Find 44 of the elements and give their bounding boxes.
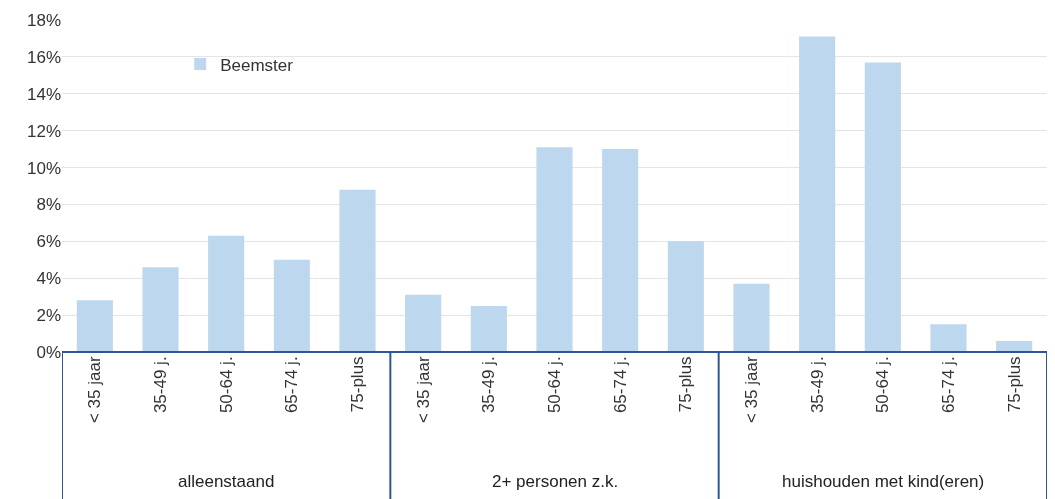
- y-tick-label: 4%: [36, 269, 61, 289]
- y-tick-label: 6%: [36, 232, 61, 252]
- text: 2+ personen z.k.: [492, 472, 619, 491]
- legend-label: Beemster: [220, 55, 294, 75]
- y-tick-label: 8%: [36, 195, 61, 215]
- bar: [996, 340, 1033, 352]
- x-tick-label: 35-49 j.: [151, 356, 171, 414]
- y-tick-label: 2%: [36, 306, 61, 326]
- y-tick-label: 10%: [26, 158, 61, 178]
- text: huishouden met kind(eren): [782, 472, 985, 491]
- bar: [799, 36, 836, 352]
- bar: [208, 235, 245, 352]
- bar: [339, 189, 376, 352]
- bar: [864, 62, 901, 352]
- bar: [142, 267, 179, 352]
- x-tick-label: < 35 jaar: [413, 356, 433, 424]
- x-tick-label: < 35 jaar: [85, 356, 105, 424]
- y-tick-label: 18%: [26, 10, 61, 30]
- x-tick-label: 50-64 j.: [873, 356, 893, 414]
- y-tick-label: 14%: [26, 84, 61, 104]
- x-tick-label: 75-plus: [1004, 356, 1024, 413]
- bar: [602, 149, 639, 352]
- bar: [76, 300, 113, 352]
- bar: [733, 283, 770, 352]
- x-tick-label: < 35 jaar: [742, 356, 762, 424]
- x-tick-label: 50-64 j.: [216, 356, 236, 414]
- x-tick-label: 75-plus: [676, 356, 696, 413]
- x-tick-label: 65-74 j.: [610, 356, 630, 414]
- y-tick-label: 12%: [26, 121, 61, 141]
- x-tick-label: 65-74 j.: [939, 356, 959, 414]
- y-tick-label: 0%: [36, 342, 61, 362]
- x-tick-label: 50-64 j.: [545, 356, 565, 414]
- y-tick-label: 16%: [26, 47, 61, 67]
- x-tick-label: 35-49 j.: [807, 356, 827, 414]
- bar: [470, 305, 507, 352]
- x-tick-label: 75-plus: [348, 356, 368, 413]
- bar: [405, 294, 442, 352]
- x-tick-label: 65-74 j.: [282, 356, 302, 414]
- bar: [930, 324, 967, 352]
- bar: [536, 147, 573, 352]
- text: alleenstaand: [178, 472, 275, 491]
- bar: [273, 259, 310, 352]
- bar: [667, 241, 704, 352]
- x-tick-label: 35-49 j.: [479, 356, 499, 414]
